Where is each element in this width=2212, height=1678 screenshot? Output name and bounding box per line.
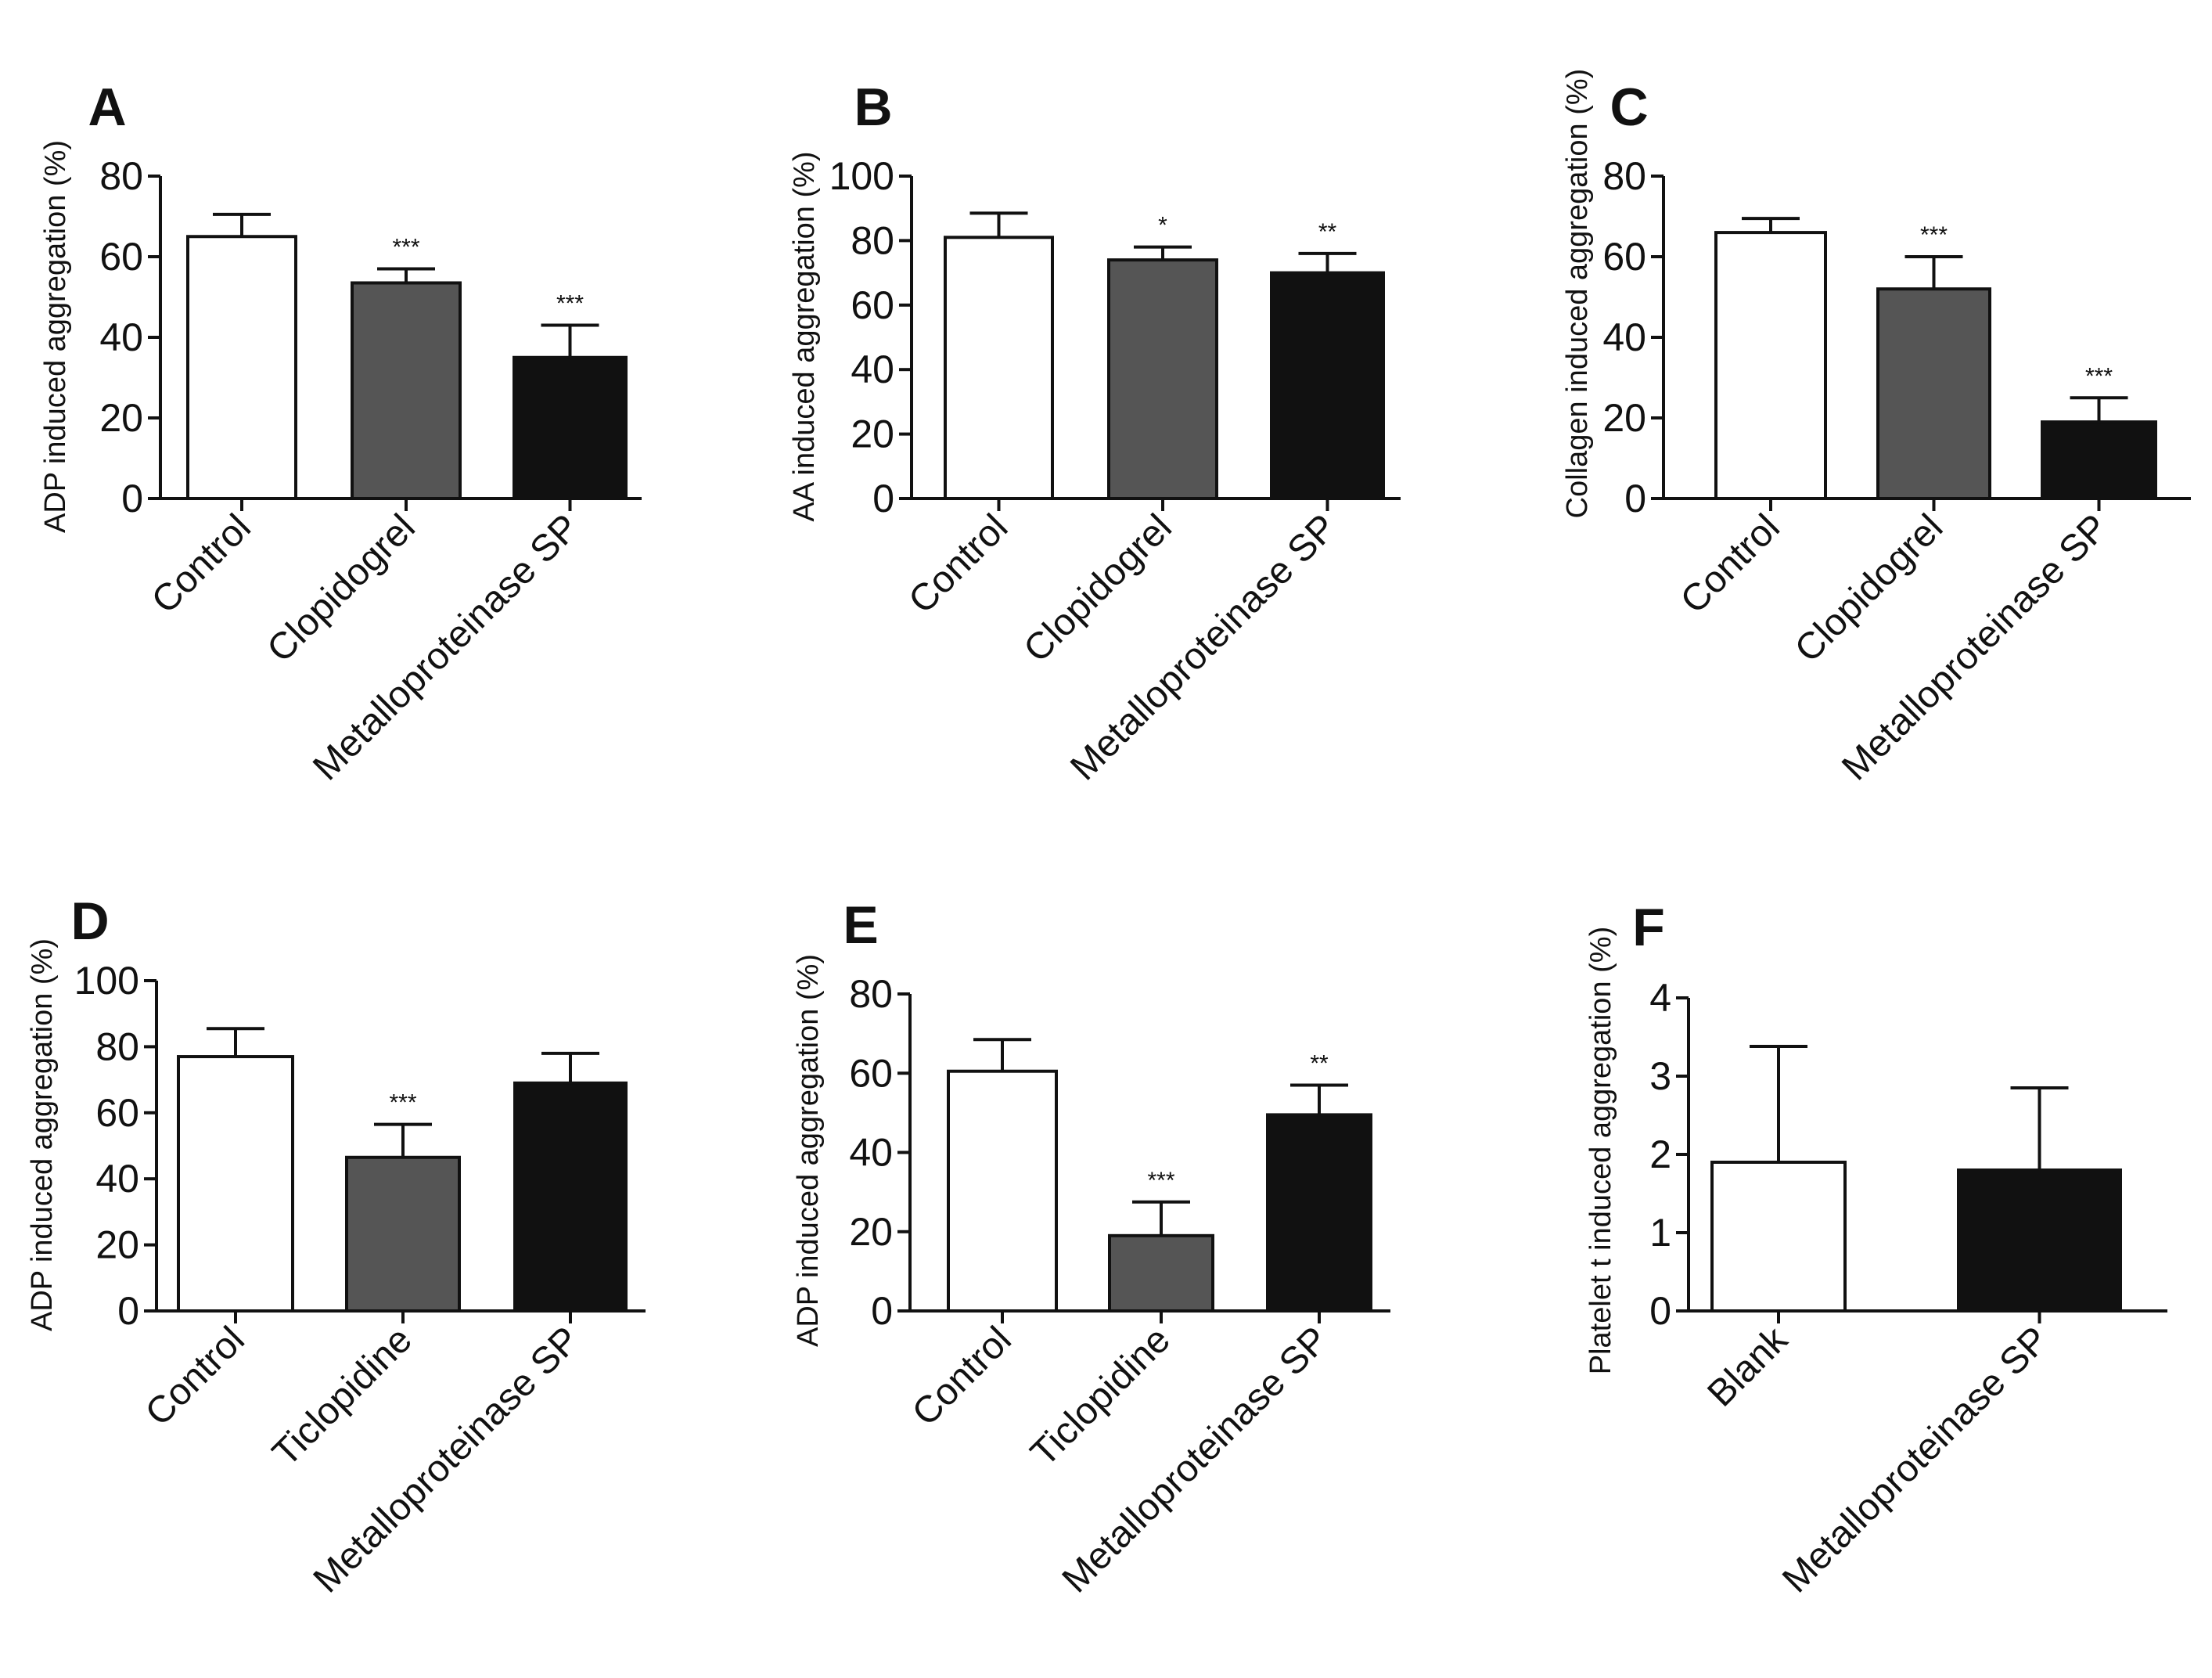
bar-metalloproteinase-sp	[513, 355, 628, 500]
y-tick-label: 0	[1649, 1289, 1671, 1333]
chart-panel-a: A ADP induced aggregation (%) 0 20 40 60 80 Con…	[39, 77, 642, 788]
panel-letter: D	[70, 891, 109, 951]
y-tick-label: 100	[74, 959, 139, 1003]
y-tick-label: 80	[851, 218, 894, 262]
significance-marker: *	[1158, 213, 1167, 239]
bar-control	[1714, 231, 1827, 500]
y-tick-label: 2	[1649, 1132, 1671, 1176]
category-label: Clopidogrel	[260, 506, 423, 670]
y-axis-label: ADP induced aggregation (%)	[792, 954, 825, 1347]
bar-metalloproteinase-sp	[1266, 1113, 1372, 1313]
y-tick-label: 40	[99, 315, 143, 359]
y-tick-label: 40	[95, 1157, 139, 1201]
bar-metalloproteinase-sp	[1270, 271, 1385, 500]
panel-letter: F	[1632, 898, 1665, 957]
panel-letter: C	[1610, 77, 1648, 137]
y-axis-label: ADP induced aggregation (%)	[39, 140, 72, 533]
category-label: Metalloproteinase SP	[1063, 506, 1344, 788]
bar-metalloproteinase-sp	[1957, 1168, 2122, 1313]
y-tick-label: 60	[1602, 235, 1646, 279]
category-label: Clopidogrel	[1016, 506, 1180, 670]
bar-control	[177, 1055, 294, 1313]
y-tick-label: 0	[872, 477, 894, 520]
panel-letter: B	[854, 77, 892, 137]
category-label: Control	[144, 506, 259, 621]
y-tick-label: 60	[95, 1091, 139, 1135]
y-axis-label: ADP induced aggregation (%)	[26, 938, 59, 1331]
y-axis-label: AA induced aggregation (%)	[788, 151, 821, 521]
y-tick-label: 80	[95, 1024, 139, 1068]
bar-blank	[1710, 1161, 1847, 1313]
chart-panel-d: D ADP induced aggregation (%) 0 20 40 60 80 100…	[26, 891, 646, 1601]
y-tick-label: 1	[1649, 1211, 1671, 1255]
significance-marker: ***	[1147, 1168, 1174, 1194]
y-tick-label: 0	[871, 1289, 893, 1333]
y-tick-label: 80	[849, 972, 893, 1016]
y-tick-label: 60	[849, 1051, 893, 1095]
bar-metalloproteinase-sp	[513, 1081, 628, 1313]
y-tick-label: 0	[117, 1289, 139, 1333]
y-tick-label: 80	[1602, 154, 1646, 198]
y-tick-label: 4	[1649, 976, 1671, 1020]
category-label: Control	[1673, 506, 1788, 621]
category-label: Metalloproteinase SP	[1055, 1319, 1336, 1601]
significance-marker: **	[1310, 1050, 1329, 1076]
bar-clopidogrel	[1107, 258, 1218, 500]
y-tick-label: 20	[851, 412, 894, 456]
y-tick-label: 20	[849, 1210, 893, 1254]
bar-control	[186, 235, 297, 500]
chart-panel-c: C Collagen induced aggregation (%) 0 20 40 60…	[1561, 69, 2191, 788]
y-axis-label: Platelet t induced aggregation (%)	[1584, 927, 1617, 1374]
chart-panel-f: F Platelet t induced aggregation (%) 0 1 2 3 4…	[1584, 898, 2167, 1601]
category-label: Control	[138, 1319, 253, 1434]
y-tick-label: 20	[1602, 396, 1646, 440]
chart-panel-b: B AA induced aggregation (%) 0 20 40 60 80 100 C…	[788, 77, 1401, 788]
category-label: Clopidogrel	[1787, 506, 1951, 670]
y-tick-label: 20	[95, 1223, 139, 1267]
category-label: Blank	[1699, 1319, 1796, 1415]
significance-marker: ***	[389, 1090, 416, 1116]
y-tick-label: 40	[851, 347, 894, 391]
bar-control	[944, 236, 1054, 500]
bar-clopidogrel	[1876, 287, 1991, 500]
bar-ticlopidine	[1108, 1233, 1214, 1313]
category-label: Metalloproteinase SP	[305, 506, 587, 788]
category-label: Ticlopidine	[264, 1319, 419, 1474]
category-label: Control	[905, 1319, 1020, 1434]
category-label: Ticlopidine	[1023, 1319, 1178, 1474]
significance-marker: ***	[2085, 363, 2113, 389]
y-tick-label: 60	[99, 235, 143, 279]
significance-marker: ***	[392, 234, 419, 260]
bar-metalloproteinase-sp	[2041, 420, 2157, 501]
bar-control	[947, 1069, 1058, 1313]
significance-marker: **	[1318, 219, 1337, 245]
significance-marker: ***	[556, 291, 584, 317]
y-tick-label: 100	[829, 154, 894, 198]
category-label: Metalloproteinase SP	[1834, 506, 2116, 788]
y-tick-label: 40	[849, 1131, 893, 1175]
bar-clopidogrel	[351, 281, 462, 500]
y-tick-label: 40	[1602, 315, 1646, 359]
y-tick-label: 60	[851, 283, 894, 327]
category-label: Metalloproteinase SP	[1775, 1319, 2056, 1601]
significance-marker: ***	[1920, 222, 1948, 248]
chart-panel-e: E ADP induced aggregation (%) 0 20 40 60 80 Con…	[792, 895, 1390, 1601]
y-tick-label: 3	[1649, 1054, 1671, 1098]
panel-letter: A	[88, 77, 126, 137]
y-tick-label: 80	[99, 154, 143, 198]
category-label: Control	[901, 506, 1016, 621]
y-tick-label: 0	[121, 477, 143, 520]
panel-letter: E	[843, 895, 878, 955]
y-tick-label: 20	[99, 396, 143, 440]
y-axis-label: Collagen induced aggregation (%)	[1561, 69, 1594, 519]
bar-ticlopidine	[345, 1155, 461, 1313]
y-tick-label: 0	[1624, 477, 1646, 520]
